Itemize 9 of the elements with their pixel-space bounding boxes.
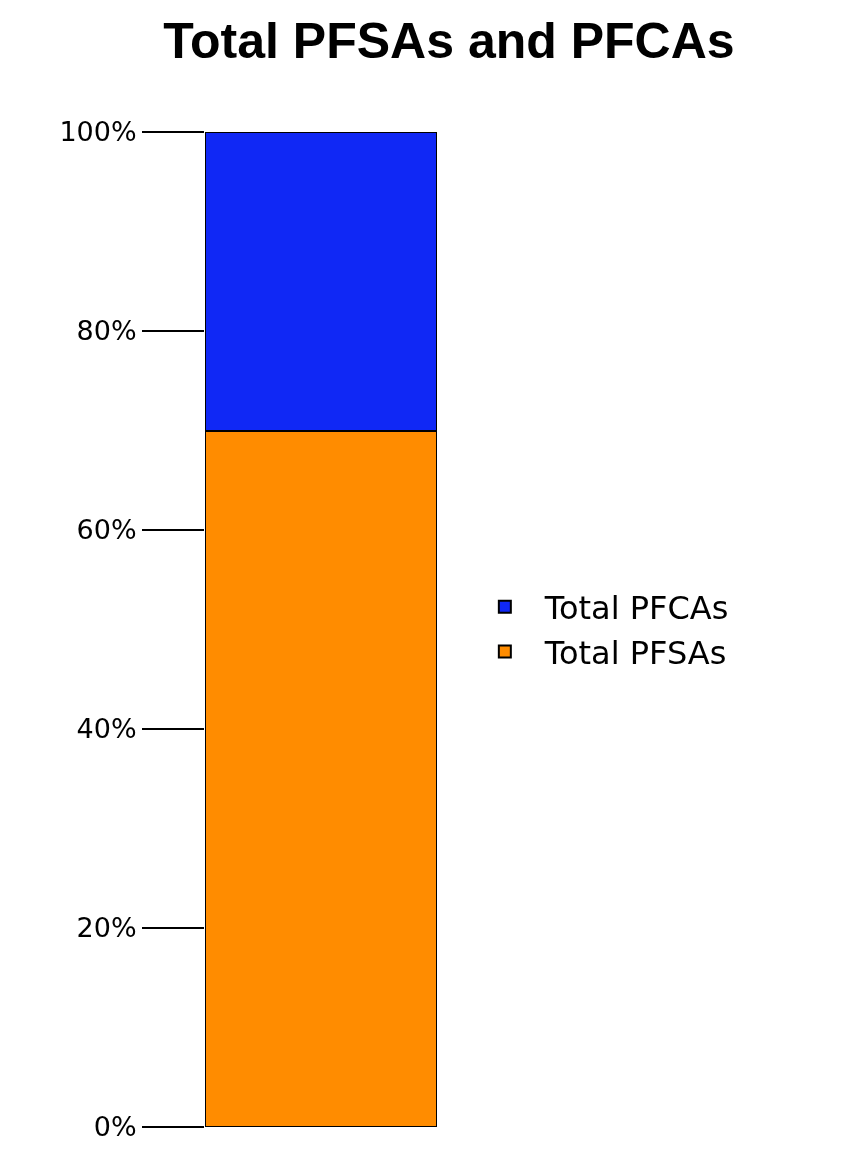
- y-tick-label: 80%: [76, 315, 137, 347]
- y-tick-label: 40%: [76, 713, 137, 745]
- legend-label: Total PFCAs: [543, 589, 729, 628]
- y-tick-label: 60%: [76, 514, 137, 546]
- y-tick-label: 0%: [93, 1111, 137, 1143]
- y-tick-label: 20%: [76, 912, 137, 944]
- legend-label: Total PFSAs: [543, 633, 727, 672]
- chart-title: Total PFSAs and PFCAs: [163, 13, 735, 70]
- y-tick-label: 100%: [59, 116, 137, 148]
